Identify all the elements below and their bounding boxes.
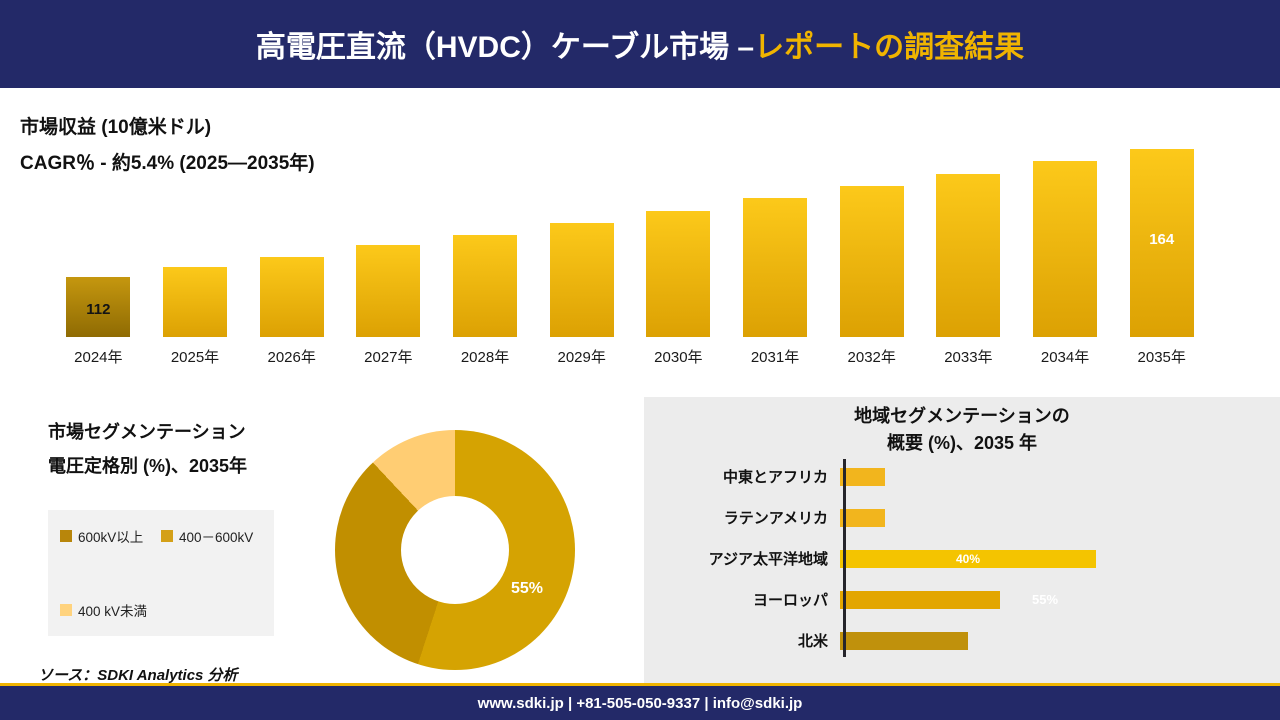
legend-swatch: [60, 604, 72, 616]
legend-label: 600kV以上: [78, 530, 144, 545]
region-bar: [840, 590, 1000, 609]
revenue-bar-column: 2034年: [1017, 142, 1114, 367]
revenue-bar: 164: [1129, 149, 1194, 337]
footer-contact-text: www.sdki.jp | +81-505-050-9337 | info@sd…: [477, 694, 803, 712]
revenue-metric-label: 市場収益 (10億米ドル): [20, 117, 212, 138]
region-bar: [840, 508, 885, 527]
voltage-donut-chart: 55%: [335, 430, 575, 670]
revenue-bar: [839, 186, 904, 337]
header-banner: 高電圧直流（HVDC）ケーブル市場 – レポートの調査結果: [0, 0, 1280, 88]
revenue-year-label: 2025年: [170, 349, 220, 366]
revenue-bar: [356, 245, 421, 337]
donut-hole: [401, 496, 509, 604]
revenue-bar: [1033, 161, 1098, 337]
footer-bar: www.sdki.jp | +81-505-050-9337 | info@sd…: [0, 686, 1280, 720]
revenue-cagr-label: CAGR％ - 約5.4% (2025―2035年): [20, 153, 315, 174]
revenue-year-label: 2035年: [1137, 349, 1186, 366]
region-label: ラテンアメリカ: [723, 510, 828, 527]
legend-swatch: [60, 530, 72, 542]
revenue-bar-column: 112 2024年: [50, 142, 147, 367]
revenue-bar-column: 2025年: [147, 142, 244, 367]
region-row: ラテンアメリカ: [655, 497, 1273, 538]
revenue-bar-column: 164 2035年: [1113, 142, 1210, 367]
segmentation-title-line1: 市場セグメンテーション: [48, 422, 246, 442]
region-row: ヨーロッパ 55%: [655, 579, 1273, 620]
region-label: アジア太平洋地域: [708, 551, 828, 568]
revenue-year-label: 2033年: [944, 349, 993, 366]
revenue-bar-column: 2031年: [727, 142, 824, 367]
revenue-bar-column: 2027年: [340, 142, 437, 367]
revenue-bar-value: 112: [86, 301, 111, 318]
legend-item: 400－600kV: [161, 526, 262, 546]
region-row: 北米: [655, 620, 1273, 661]
region-bar: [840, 467, 885, 486]
region-row: 中東とアフリカ: [655, 456, 1273, 497]
revenue-year-label: 2032年: [847, 349, 896, 366]
revenue-bar-column: 2029年: [533, 142, 630, 367]
revenue-bar: [453, 235, 518, 337]
regional-title-line1: 地域セグメンテーションの: [854, 406, 1070, 426]
source-note: ソース：SDKI Analytics 分析: [38, 667, 238, 684]
region-bar-value: 40%: [955, 551, 981, 566]
region-label: 北米: [797, 633, 828, 650]
region-label: ヨーロッパ: [752, 592, 828, 609]
revenue-bar-column: 2030年: [630, 142, 727, 367]
legend-label: 400 kV未満: [78, 604, 148, 619]
region-row: アジア太平洋地域 40%: [655, 538, 1273, 579]
legend-label: 400－600kV: [179, 530, 254, 545]
region-bar-value: 55%: [1032, 592, 1059, 607]
revenue-year-label: 2024年: [74, 349, 123, 366]
revenue-year-label: 2027年: [364, 349, 413, 366]
legend-item: 600kV以上: [60, 526, 161, 546]
revenue-bar-column: 2028年: [437, 142, 534, 367]
region-label: 中東とアフリカ: [722, 469, 828, 486]
revenue-year-label: 2029年: [557, 349, 606, 366]
revenue-bar-value: 164: [1149, 231, 1175, 248]
page-title-accent: レポートの調査結果: [754, 31, 1025, 64]
revenue-bar: [163, 267, 227, 337]
region-chart-axis: [843, 459, 846, 657]
region-bar: [840, 631, 968, 650]
legend-item: 400 kV未満: [60, 600, 161, 620]
revenue-bar: [743, 198, 808, 337]
revenue-bar: [936, 174, 1001, 337]
revenue-bar-column: 2026年: [243, 142, 340, 367]
voltage-legend: 600kV以上 400－600kV 400 kV未満: [48, 510, 274, 636]
revenue-year-label: 2030年: [654, 349, 703, 366]
revenue-bar-column: 2033年: [920, 142, 1017, 367]
revenue-bar-chart: 112 2024年 2025年 2026年 2027年 2028年 2029年 2030年 20…: [50, 142, 1210, 367]
region-bar: 40%: [840, 549, 1096, 568]
segmentation-title-line2: 電圧定格別 (%)、2035年: [48, 456, 248, 476]
revenue-year-label: 2031年: [750, 349, 800, 366]
revenue-bar: [549, 223, 614, 337]
revenue-year-label: 2026年: [267, 349, 316, 366]
revenue-bar: 112: [66, 277, 131, 337]
legend-swatch: [161, 530, 173, 542]
donut-share-label: 55%: [511, 580, 544, 597]
revenue-year-label: 2028年: [460, 349, 510, 366]
regional-title-line2: 概要 (%)、2035 年: [886, 433, 1038, 453]
footer-accent-strip: [0, 683, 1280, 686]
revenue-bar-column: 2032年: [823, 142, 920, 367]
revenue-bar: [259, 257, 324, 337]
page-title: 高電圧直流（HVDC）ケーブル市場 –: [255, 31, 755, 64]
region-bar-chart: 中東とアフリカ ラテンアメリカアジア太平洋地域 40% ヨーロッパ 55% 北米: [655, 456, 1273, 661]
revenue-bar: [646, 211, 711, 337]
revenue-year-label: 2034年: [1040, 349, 1090, 366]
